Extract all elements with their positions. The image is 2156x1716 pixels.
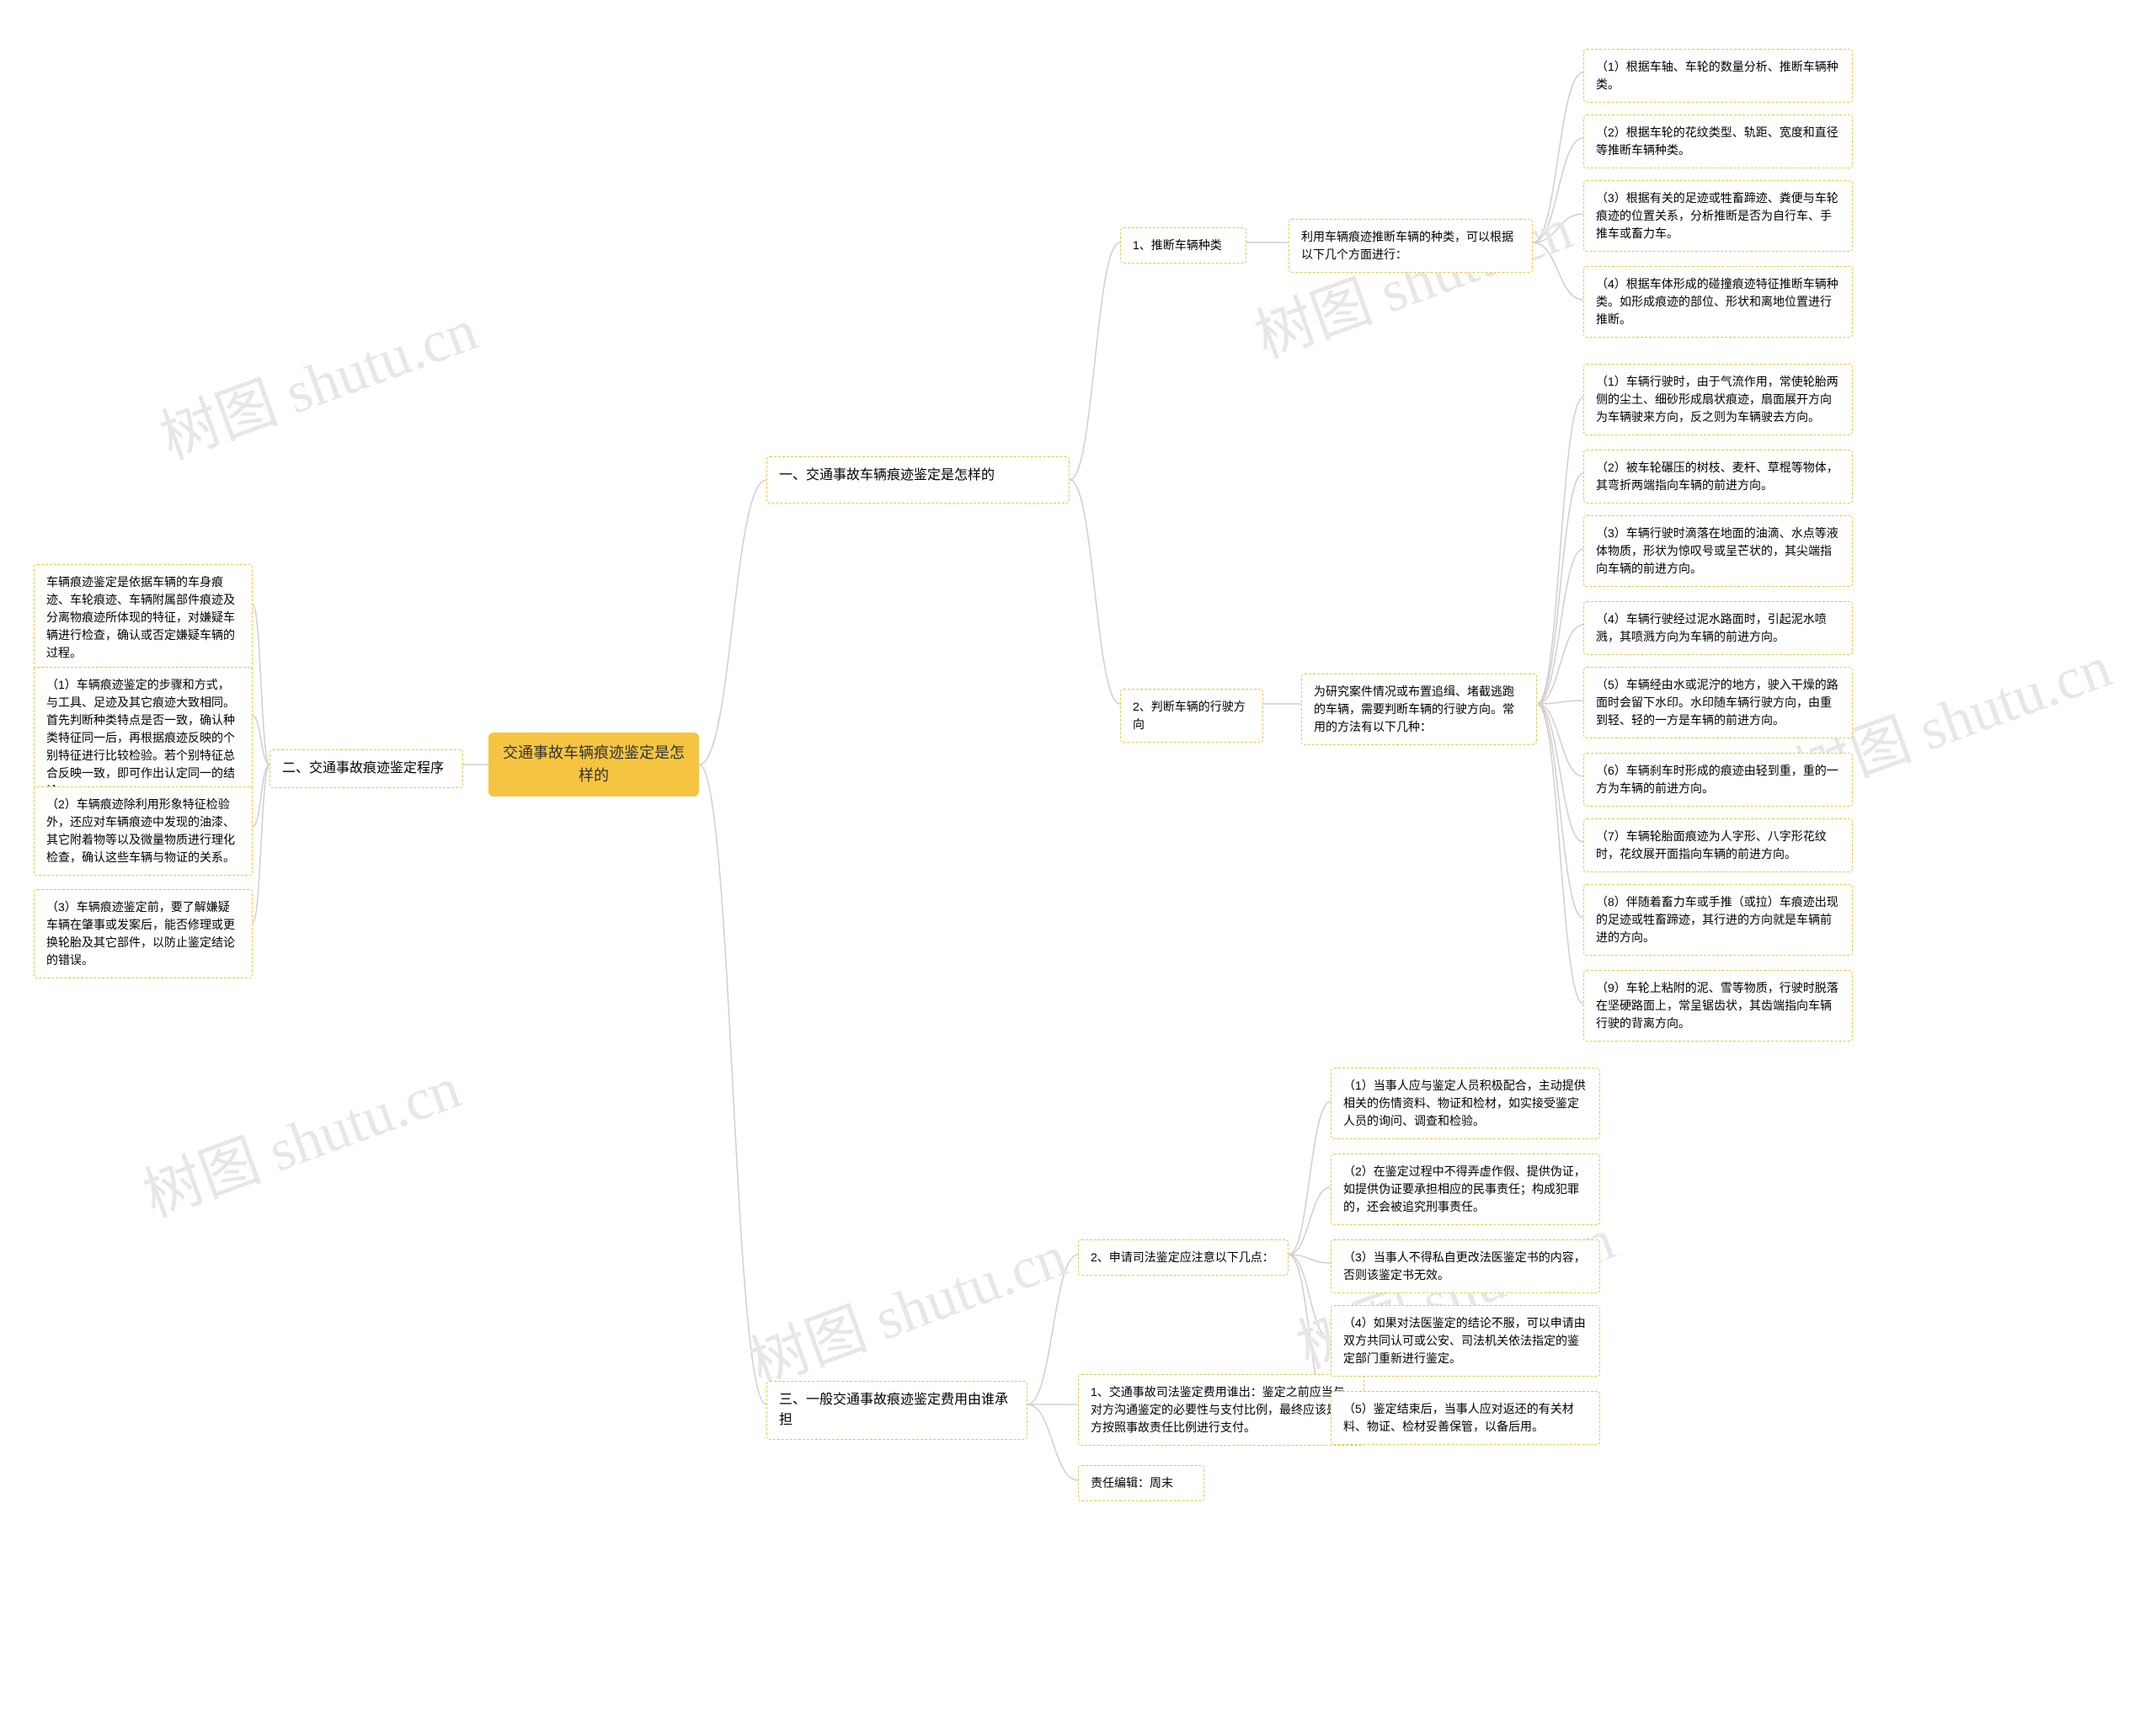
watermark: 树图 shutu.cn	[1242, 182, 1582, 375]
mindmap-canvas: 树图 shutu.cn 树图 shutu.cn 树图 shutu.cn 树图 shut…	[0, 0, 2156, 1716]
leaf-node: （2）在鉴定过程中不得弄虚作假、提供伪证，如提供伪证要承担相应的民事责任；构成犯…	[1331, 1154, 1600, 1225]
leaf-node: （5）车辆经由水或泥泞的地方，驶入干燥的路面时会留下水印。水印随车辆行驶方向，由…	[1583, 667, 1853, 738]
leaf-node: （5）鉴定结束后，当事人应对返还的有关材料、物证、检材妥善保管，以备后用。	[1331, 1391, 1600, 1445]
leaf-node: （4）车辆行驶经过泥水路面时，引起泥水喷溅，其喷溅方向为车辆的前进方向。	[1583, 601, 1853, 655]
branch-node: 一、交通事故车辆痕迹鉴定是怎样的	[766, 456, 1070, 504]
watermark: 树图 shutu.cn	[147, 283, 488, 476]
leaf-node: （3）车辆痕迹鉴定前，要了解嫌疑车辆在肇事或发案后，能否修理或更换轮胎及其它部件…	[34, 889, 253, 978]
leaf-node: （2）根据车轮的花纹类型、轨距、宽度和直径等推断车辆种类。	[1583, 115, 1853, 168]
leaf-node: （1）当事人应与鉴定人员积极配合，主动提供相关的伤情资料、物证和检材，如实接受鉴…	[1331, 1068, 1600, 1139]
leaf-node: （2）被车轮碾压的树枝、麦杆、草棍等物体，其弯折两端指向车辆的前进方向。	[1583, 450, 1853, 504]
subbranch-node: 2、判断车辆的行驶方向	[1120, 689, 1263, 743]
leaf-node: （7）车辆轮胎面痕迹为人字形、八字形花纹时，花纹展开面指向车辆的前进方向。	[1583, 818, 1853, 872]
leaf-node: （3）当事人不得私自更改法医鉴定书的内容，否则该鉴定书无效。	[1331, 1239, 1600, 1293]
leaf-node: （9）车轮上粘附的泥、雪等物质，行驶时脱落在坚硬路面上，常呈锯齿状，其齿端指向车…	[1583, 970, 1853, 1042]
watermark: 树图 shutu.cn	[737, 1209, 1077, 1402]
subbranch-node: 2、申请司法鉴定应注意以下几点：	[1078, 1239, 1289, 1276]
leaf-node: （8）伴随着畜力车或手推（或拉）车痕迹出现的足迹或牲畜蹄迹，其行进的方向就是车辆…	[1583, 884, 1853, 956]
watermark: 树图 shutu.cn	[131, 1041, 471, 1234]
subbranch-node: 1、推断车辆种类	[1120, 227, 1246, 264]
desc-node: 利用车辆痕迹推断车辆的种类，可以根据以下几个方面进行：	[1289, 219, 1533, 273]
leaf-node: （1）根据车轴、车轮的数量分析、推断车辆种类。	[1583, 49, 1853, 103]
subbranch-node: 1、交通事故司法鉴定费用谁出：鉴定之前应当与对方沟通鉴定的必要性与支付比例，最终…	[1078, 1374, 1364, 1446]
branch-node: 三、一般交通事故痕迹鉴定费用由谁承担	[766, 1381, 1027, 1440]
leaf-node: （6）车辆刹车时形成的痕迹由轻到重，重的一方为车辆的前进方向。	[1583, 753, 1853, 807]
branch-node: 二、交通事故痕迹鉴定程序	[270, 749, 463, 788]
desc-node: 为研究案件情况或布置追缉、堵截逃跑的车辆，需要判断车辆的行驶方向。常用的方法有以…	[1301, 674, 1537, 745]
leaf-node: 车辆痕迹鉴定是依据车辆的车身痕迹、车轮痕迹、车辆附属部件痕迹及分离物痕迹所体现的…	[34, 564, 253, 671]
leaf-node: （4）如果对法医鉴定的结论不服，可以申请由双方共同认可或公安、司法机关依法指定的…	[1331, 1305, 1600, 1377]
leaf-node: （3）根据有关的足迹或牲畜蹄迹、粪便与车轮痕迹的位置关系，分析推断是否为自行车、…	[1583, 180, 1853, 252]
leaf-node: （2）车辆痕迹除利用形象特征检验外，还应对车辆痕迹中发现的油漆、其它附着物等以及…	[34, 786, 253, 876]
leaf-node: （3）车辆行驶时滴落在地面的油滴、水点等液体物质，形状为惊叹号或呈芒状的，其尖端…	[1583, 515, 1853, 587]
leaf-node: （4）根据车体形成的碰撞痕迹特征推断车辆种类。如形成痕迹的部位、形状和离地位置进…	[1583, 266, 1853, 338]
root-node: 交通事故车辆痕迹鉴定是怎样的	[488, 733, 699, 797]
leaf-node: （1）车辆行驶时，由于气流作用，常使轮胎两侧的尘土、细砂形成扇状痕迹，扇面展开方…	[1583, 364, 1853, 435]
subbranch-node: 责任编辑：周末	[1078, 1465, 1204, 1501]
